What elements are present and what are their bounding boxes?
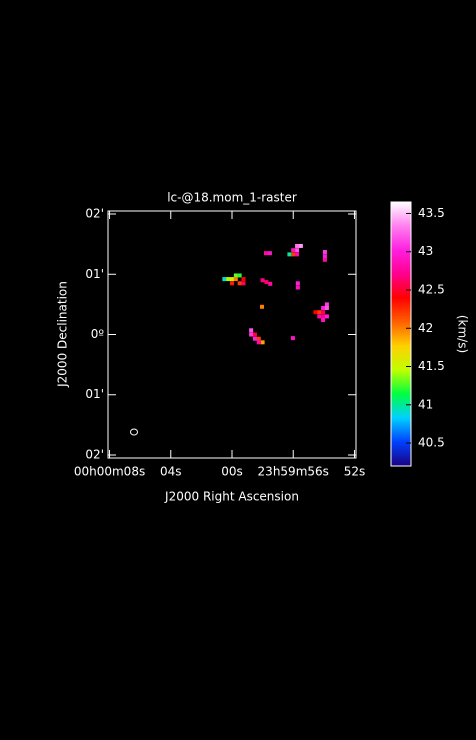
raster-pixel bbox=[313, 310, 318, 315]
colorbar-tick-label: 42.5 bbox=[418, 283, 445, 297]
raster-pixel bbox=[321, 314, 326, 319]
colorbar-tick-label: 41.5 bbox=[418, 359, 445, 373]
x-tick-label: 00s bbox=[221, 465, 243, 479]
colorbar-tick-label: 42 bbox=[418, 321, 433, 335]
raster-pixel bbox=[249, 328, 254, 333]
raster-pixel bbox=[233, 273, 238, 278]
beam bbox=[130, 428, 138, 436]
colorbar-label: (km/s) bbox=[456, 315, 470, 353]
raster-pixel bbox=[256, 340, 261, 345]
raster-pixel bbox=[295, 243, 300, 248]
raster-pixel bbox=[295, 285, 300, 290]
raster-pixel bbox=[268, 281, 273, 286]
raster-pixel bbox=[321, 310, 326, 315]
x-tick-label: 23h59m56s bbox=[258, 465, 329, 479]
raster-pixel bbox=[290, 336, 295, 341]
raster-pixel bbox=[237, 273, 242, 278]
y-axis-label: J2000 Declination bbox=[56, 281, 70, 388]
raster-pixel bbox=[287, 252, 292, 257]
colorbar-tick-label: 41 bbox=[418, 397, 433, 411]
raster-pixel bbox=[295, 281, 300, 286]
raster-pixel bbox=[260, 278, 265, 283]
raster-pixel bbox=[260, 304, 265, 309]
colorbar-tick-label: 43.5 bbox=[418, 206, 445, 220]
raster-pixel bbox=[264, 280, 269, 285]
raster-pixel bbox=[241, 281, 246, 286]
raster-pixel bbox=[241, 277, 246, 282]
raster-pixel bbox=[321, 305, 326, 310]
y-tick-label: 0º bbox=[91, 327, 105, 341]
raster-pixel bbox=[322, 249, 327, 254]
x-tick-label: 04s bbox=[160, 465, 182, 479]
raster-pixel bbox=[233, 277, 238, 282]
raster-pixel bbox=[324, 314, 329, 319]
y-tick-label: 01' bbox=[85, 387, 104, 401]
raster-pixel bbox=[226, 277, 231, 282]
raster-pixel bbox=[317, 310, 322, 315]
raster-pixel bbox=[230, 277, 234, 282]
raster-pixel bbox=[260, 340, 265, 345]
x-tick-label: 00h00m08s bbox=[74, 465, 145, 479]
y-tick-label: 02' bbox=[85, 447, 104, 461]
raster-pixel bbox=[324, 305, 329, 310]
y-tick-label: 01' bbox=[85, 267, 104, 281]
raster-pixel bbox=[317, 314, 322, 319]
raster-pixel bbox=[291, 252, 296, 257]
raster-pixel bbox=[267, 251, 272, 256]
colorbar bbox=[390, 201, 412, 467]
colorbar-tick-label: 43 bbox=[418, 244, 433, 258]
raster-pixel bbox=[249, 332, 254, 337]
colorbar-tick-label: 40.5 bbox=[418, 436, 445, 450]
raster-pixel bbox=[322, 254, 327, 259]
raster-pixel bbox=[222, 277, 227, 282]
raster-pixel bbox=[298, 243, 303, 248]
raster-pixel bbox=[295, 252, 300, 257]
raster-pixel bbox=[252, 332, 257, 337]
x-axis-label: J2000 Right Ascension bbox=[164, 490, 299, 504]
raster-pixel bbox=[230, 281, 234, 286]
chart-title: lc-@18.mom_1-raster bbox=[167, 191, 297, 205]
y-tick-label: 02' bbox=[85, 207, 104, 221]
raster-pixel bbox=[252, 336, 257, 341]
raster-pixel bbox=[295, 248, 300, 253]
raster-pixel bbox=[324, 302, 329, 307]
raster-pixel bbox=[263, 251, 268, 256]
raster-pixel bbox=[291, 248, 296, 253]
raster-pixel bbox=[237, 281, 242, 286]
x-tick-label: 52s bbox=[344, 465, 366, 479]
raster-pixel bbox=[256, 336, 261, 341]
raster-pixel bbox=[322, 257, 327, 262]
raster-pixel bbox=[321, 318, 326, 323]
